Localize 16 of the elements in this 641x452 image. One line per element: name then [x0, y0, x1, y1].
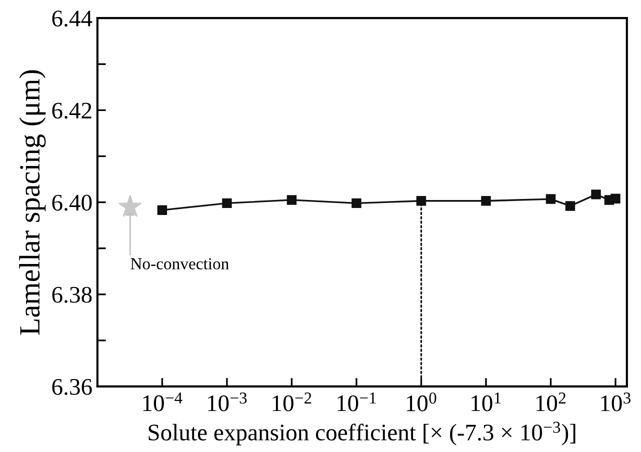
x-tick-label: 10$^{−2}$ [272, 392, 312, 412]
y-tick-label: 6.44 [52, 10, 92, 27]
x-tick-label: 10$^{−1}$ [338, 392, 376, 412]
annotation: No-convection [130, 258, 229, 270]
x-tick-label: 10$^{−3}$ [208, 392, 247, 412]
y-tick-label: 6.42 [52, 102, 92, 119]
y-tick-label: 6.40 [52, 194, 92, 211]
x-tick-label: 10$^{3}$ [601, 392, 631, 412]
x-tick-label: 10$^{−4}$ [143, 392, 182, 412]
y-axis-title: Lamellar spacing (μm) [19, 70, 46, 335]
x-tick-label: 10$^{1}$ [472, 392, 501, 412]
y-tick-label: 6.38 [52, 286, 92, 303]
x-tick-label: 10$^{0}$ [406, 392, 436, 412]
x-axis-title: Solute expansion coefficient [× (-7.3 × 10$^{−3}$)] [148, 422, 576, 446]
x-tick-label: 10$^{2}$ [536, 392, 566, 412]
y-tick-label: 6.36 [52, 379, 92, 395]
